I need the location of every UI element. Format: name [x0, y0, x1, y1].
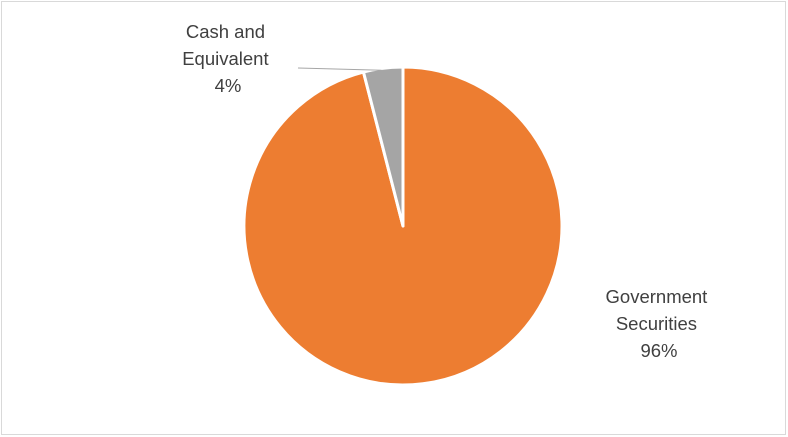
- label-government-securities: Government Securities 96%: [606, 286, 713, 361]
- pie-slice-cash-and-equivalent: [361, 65, 405, 228]
- label-cash-and-equivalent: Cash and Equivalent 4%: [182, 21, 274, 96]
- pie-slices: [242, 65, 564, 387]
- cash-leader-line: [297, 67, 384, 71]
